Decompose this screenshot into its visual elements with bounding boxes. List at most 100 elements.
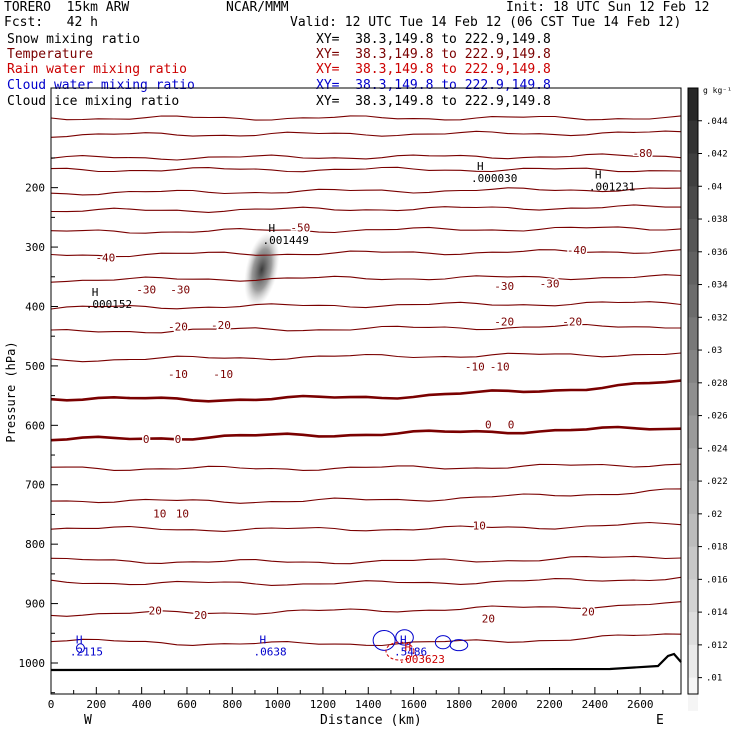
x-end-west: W	[84, 713, 92, 728]
plot-frame	[50, 87, 682, 695]
isotherm	[50, 601, 682, 617]
colorbar-tick-label: .024	[706, 444, 728, 454]
colorbar-tick-label: .03	[706, 346, 722, 356]
y-tick-label: 200	[25, 182, 45, 195]
colorbar-tick-label: .032	[706, 313, 728, 323]
isotherm-label: -30	[136, 283, 156, 296]
isotherm-label: -10	[465, 361, 485, 374]
colorbar-tick-label: .042	[706, 150, 728, 160]
max-marker-value: .2115	[70, 645, 103, 658]
x-tick-label: 600	[177, 698, 197, 711]
field-xy-temperature: XY= 38.3,149.8 to 222.9,149.8	[316, 47, 551, 62]
max-marker-label: H	[259, 633, 266, 646]
colorbar-segment	[688, 579, 698, 613]
cloud-water-contour	[449, 639, 469, 652]
x-tick-label: 1600	[400, 698, 427, 711]
isotherm	[50, 187, 682, 196]
colorbar-segment	[688, 219, 698, 253]
field-name-temperature: Temperature	[7, 47, 94, 62]
y-axis-title: Pressure (hPa)	[4, 341, 18, 442]
terrain-line	[50, 652, 682, 672]
snow-shading	[244, 232, 280, 307]
colorbar-unit: g kg⁻¹	[703, 86, 732, 95]
field-name-cloud-water: Cloud water mixing ratio	[7, 78, 195, 93]
colorbar-segment	[688, 186, 698, 220]
y-tick-label: 300	[25, 241, 45, 254]
x-tick-label: 0	[48, 698, 55, 711]
y-tick-label: 700	[25, 479, 45, 492]
max-marker-label: H	[400, 633, 407, 646]
max-marker-label: H	[477, 160, 484, 173]
field-name-cloud-ice: Cloud ice mixing ratio	[7, 94, 180, 109]
isotherm-label: 10	[176, 507, 189, 520]
header-fcst: Fcst: 42 h	[4, 15, 98, 30]
colorbar-tick-label: .038	[706, 215, 728, 225]
isotherm-label: 20	[194, 609, 207, 622]
isotherm	[50, 166, 682, 173]
isotherm-label: -50	[290, 222, 310, 235]
field-name-rain: Rain water mixing ratio	[7, 62, 188, 77]
isotherm-label: -30	[540, 277, 560, 290]
header-valid: Valid: 12 UTC Tue 14 Feb 12 (06 CST Tue …	[290, 15, 682, 30]
colorbar-tick-label: .022	[706, 477, 728, 487]
rain-contour	[385, 641, 415, 661]
isotherm-label: 10	[153, 507, 166, 520]
isotherm-label: -30	[170, 283, 190, 296]
cloud-water-contour	[372, 630, 396, 651]
colorbar-segment	[688, 612, 698, 646]
max-marker-value: .000030	[471, 172, 517, 185]
x-tick-label: 200	[86, 698, 106, 711]
colorbar-segment	[688, 284, 698, 318]
header-model: TORERO 15km ARW	[4, 0, 130, 15]
colorbar-tick-label: .01	[706, 674, 722, 684]
field-xy-rain: XY= 38.3,149.8 to 222.9,149.8	[316, 62, 551, 77]
isotherm-label: 20	[581, 605, 594, 618]
isotherm	[50, 226, 682, 234]
colorbar-tick-label: .018	[706, 543, 728, 553]
isotherm	[50, 301, 682, 310]
isotherm	[50, 463, 682, 471]
isotherm-label: -10	[168, 368, 188, 381]
x-axis-title: Distance (km)	[320, 713, 422, 728]
isotherm	[50, 274, 682, 283]
isotherm	[50, 153, 682, 161]
y-tick-label: 600	[25, 419, 45, 432]
x-tick-label: 1800	[446, 698, 473, 711]
x-end-east: E	[656, 713, 664, 728]
colorbar-segment	[688, 153, 698, 187]
colorbar-segment	[688, 120, 698, 155]
isotherm	[50, 352, 682, 363]
colorbar-segment	[688, 350, 698, 384]
colorbar-tick-label: .028	[706, 379, 728, 389]
isotherm	[50, 379, 682, 403]
x-tick-label: 1400	[355, 698, 382, 711]
colorbar-segment	[688, 481, 698, 515]
field-xy-snow: XY= 38.3,149.8 to 222.9,149.8	[316, 32, 551, 47]
x-tick-label: 1000	[264, 698, 291, 711]
cloud-water-contour	[434, 635, 452, 650]
colorbar-segment	[688, 251, 698, 286]
isotherm-label: -80	[633, 147, 653, 160]
max-marker-label: H	[76, 633, 83, 646]
isotherm-label: -40	[567, 244, 587, 257]
y-tick-label: 800	[25, 538, 45, 551]
max-marker-label: H	[405, 641, 412, 654]
isotherm-label: 0	[485, 418, 492, 431]
colorbar-tick-label: .034	[706, 281, 728, 291]
x-tick-label: 2400	[582, 698, 609, 711]
colorbar-segment	[688, 448, 698, 482]
x-tick-label: 2200	[536, 698, 563, 711]
isotherm-label: -10	[490, 361, 510, 374]
colorbar-tick-label: .026	[706, 412, 728, 422]
cloud-water-contour	[76, 643, 85, 654]
x-tick-label: 1200	[310, 698, 337, 711]
field-xy-cloud-water: XY= 38.3,149.8 to 222.9,149.8	[316, 78, 551, 93]
colorbar-segment	[688, 415, 698, 449]
colorbar-segment	[688, 317, 698, 351]
colorbar-frame	[687, 87, 699, 695]
max-marker-value: .5486	[394, 645, 427, 658]
max-marker-label: H	[595, 169, 602, 182]
colorbar-tick-label: .012	[706, 641, 728, 651]
isotherm	[50, 576, 682, 586]
